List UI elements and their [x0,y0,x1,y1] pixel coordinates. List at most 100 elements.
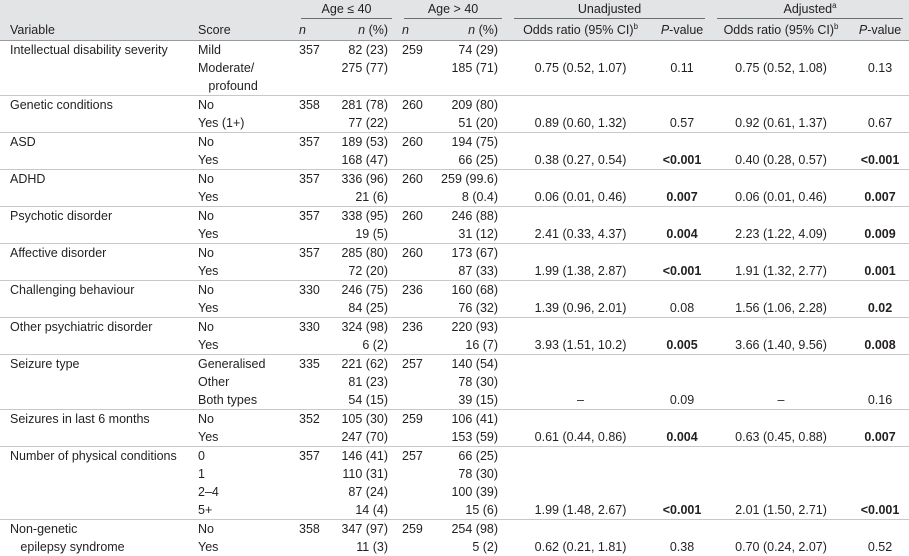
or1-cell: 1.99 (1.38, 2.87) [508,262,653,281]
table-row: profound [0,77,909,96]
p2-cell: 0.67 [851,114,909,133]
variable-cell [0,114,196,133]
or1-cell [508,520,653,539]
p2-cell [851,373,909,391]
n-pct2-cell: 8 (0.4) [428,188,508,207]
score-cell: Yes [196,225,295,244]
or2-cell [711,410,851,429]
variable-cell: Non-genetic [0,520,196,539]
n-pct1-cell: 19 (5) [323,225,398,244]
n1-cell: 357 [295,41,323,60]
p2-cell: 0.16 [851,391,909,410]
n1-cell [295,373,323,391]
or1-cell [508,170,653,189]
score-cell: Yes [196,336,295,355]
or1-cell [508,355,653,374]
or2-cell: 0.70 (0.24, 2.07) [711,538,851,556]
score-cell: Yes [196,299,295,318]
or2-cell [711,520,851,539]
variable-cell [0,336,196,355]
or2-cell: 0.40 (0.28, 0.57) [711,151,851,170]
n-pct1-cell: 281 (78) [323,96,398,115]
p2-cell [851,244,909,263]
or2-cell: 1.91 (1.32, 2.77) [711,262,851,281]
n-pct2-cell: 31 (12) [428,225,508,244]
n2-cell [398,151,428,170]
p2-cell [851,170,909,189]
or2-cell: 2.23 (1.22, 4.09) [711,225,851,244]
variable-cell [0,188,196,207]
n-pct2-cell: 87 (33) [428,262,508,281]
or2-cell [711,207,851,226]
p2-cell [851,355,909,374]
variable-cell: Number of physical conditions [0,447,196,466]
p1-cell [653,355,711,374]
variable-cell: epilepsy syndrome [0,538,196,556]
score-cell: Yes [196,262,295,281]
n2-cell [398,114,428,133]
p2-cell [851,281,909,300]
n1-cell [295,483,323,501]
p1-cell: 0.08 [653,299,711,318]
n2-cell [398,336,428,355]
p1-cell [653,170,711,189]
p1-cell [653,520,711,539]
n2-header: n [398,20,428,41]
or1-cell: 0.89 (0.60, 1.32) [508,114,653,133]
n2-cell: 259 [398,410,428,429]
variable-cell [0,465,196,483]
p2-cell [851,207,909,226]
p1-cell [653,281,711,300]
or1-cell: 0.38 (0.27, 0.54) [508,151,653,170]
n2-cell [398,391,428,410]
p1-cell: <0.001 [653,151,711,170]
or1-header: Odds ratio (95% CI)b [508,20,653,41]
variable-cell: Genetic conditions [0,96,196,115]
or2-cell [711,465,851,483]
p2-cell [851,41,909,60]
n1-cell: 357 [295,244,323,263]
n2-cell: 260 [398,170,428,189]
or2-cell [711,483,851,501]
n2-cell [398,465,428,483]
or2-header: Odds ratio (95% CI)b [711,20,851,41]
variable-cell: Other psychiatric disorder [0,318,196,337]
or2-cell: 2.01 (1.50, 2.71) [711,501,851,520]
variable-cell [0,299,196,318]
n1-cell [295,77,323,96]
p1-cell [653,483,711,501]
p2-cell [851,77,909,96]
header-column-row: Variable Score n n (%) n n (%) Odds rati… [0,20,909,41]
table-row: Moderate/275 (77)185 (71)0.75 (0.52, 1.0… [0,59,909,77]
or2-cell [711,170,851,189]
p2-cell: 0.52 [851,538,909,556]
p1-cell: 0.007 [653,188,711,207]
p2-cell: 0.007 [851,428,909,447]
score-cell: No [196,410,295,429]
n-pct1-header: n (%) [323,20,398,41]
or1-cell: 0.61 (0.44, 0.86) [508,428,653,447]
score-cell: No [196,96,295,115]
n-pct2-cell: 209 (80) [428,96,508,115]
or2-cell [711,96,851,115]
or2-cell [711,133,851,152]
n-pct1-cell: 21 (6) [323,188,398,207]
n-pct2-cell: 185 (71) [428,59,508,77]
or1-cell: 0.62 (0.21, 1.81) [508,538,653,556]
n-pct2-cell: 76 (32) [428,299,508,318]
n-pct1-cell: 324 (98) [323,318,398,337]
n2-cell [398,188,428,207]
p2-cell: 0.008 [851,336,909,355]
or1-cell: – [508,391,653,410]
n-pct2-cell: 15 (6) [428,501,508,520]
or1-cell: 1.99 (1.48, 2.67) [508,501,653,520]
p1-cell: 0.11 [653,59,711,77]
